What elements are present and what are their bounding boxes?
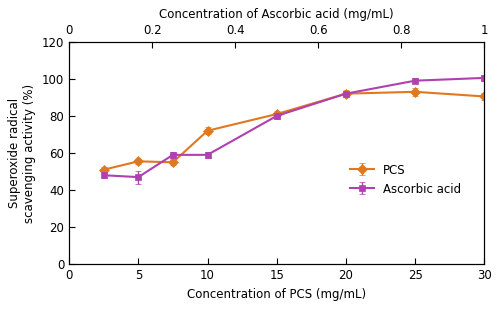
Y-axis label: Superoxide radical
scavenging activity (%): Superoxide radical scavenging activity (… [8,83,36,222]
X-axis label: Concentration of Ascorbic acid (mg/mL): Concentration of Ascorbic acid (mg/mL) [160,8,394,21]
X-axis label: Concentration of PCS (mg/mL): Concentration of PCS (mg/mL) [187,288,366,301]
Legend: PCS, Ascorbic acid: PCS, Ascorbic acid [346,159,466,200]
